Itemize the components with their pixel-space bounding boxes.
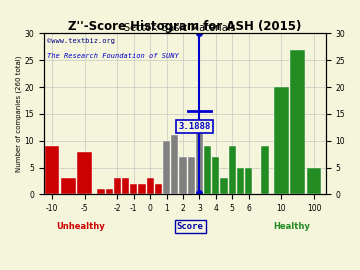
Bar — [139, 184, 146, 194]
Bar — [122, 178, 129, 194]
Text: Healthy: Healthy — [273, 222, 310, 231]
Text: The Research Foundation of SUNY: The Research Foundation of SUNY — [46, 53, 178, 59]
Bar — [130, 184, 138, 194]
Bar — [179, 157, 186, 194]
Y-axis label: Number of companies (260 total): Number of companies (260 total) — [15, 56, 22, 172]
Bar — [212, 157, 219, 194]
Bar — [291, 49, 305, 194]
Bar — [204, 146, 211, 194]
Bar — [261, 146, 269, 194]
Text: ©www.textbiz.org: ©www.textbiz.org — [46, 38, 114, 44]
Bar — [274, 87, 288, 194]
Bar — [163, 141, 170, 194]
Text: Unhealthy: Unhealthy — [56, 222, 105, 231]
Text: Sector: Basic Materials: Sector: Basic Materials — [124, 23, 236, 33]
Bar — [245, 168, 252, 194]
Bar — [106, 189, 113, 194]
Bar — [307, 168, 321, 194]
Bar — [155, 184, 162, 194]
Bar — [171, 135, 179, 194]
Bar — [147, 178, 154, 194]
Bar — [98, 189, 105, 194]
Title: Z''-Score Histogram for ASH (2015): Z''-Score Histogram for ASH (2015) — [68, 21, 301, 33]
Bar — [77, 151, 92, 194]
Bar — [229, 146, 236, 194]
Bar — [61, 178, 76, 194]
Bar — [45, 146, 59, 194]
Bar — [114, 178, 121, 194]
Bar — [220, 178, 228, 194]
Bar — [237, 168, 244, 194]
Bar — [188, 157, 195, 194]
Text: 3.1888: 3.1888 — [178, 122, 211, 131]
Text: Score: Score — [177, 222, 204, 231]
Bar — [196, 125, 203, 194]
